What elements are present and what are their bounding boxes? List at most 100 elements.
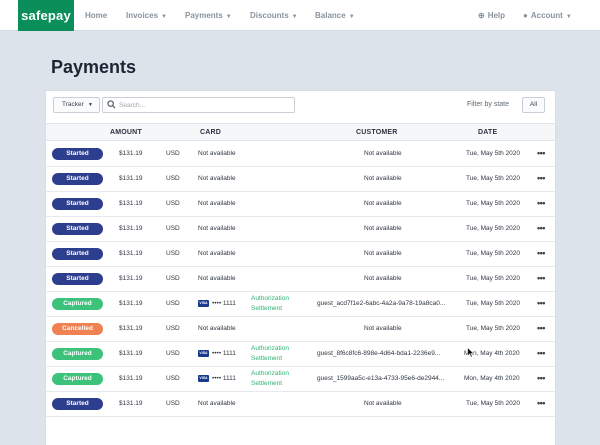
customer-cell: guest_1599aa5c-e13a-4733-95e6-de2944... (317, 375, 445, 382)
row-menu-button[interactable]: ••• (537, 348, 545, 358)
customer-cell: guest_acd7f1e2-6abc-4a2a-9a78-19a8ca0... (317, 300, 446, 307)
nav-help[interactable]: ⊕ Help (478, 0, 505, 31)
nav-discounts[interactable]: Discounts ▼ (250, 0, 298, 31)
date-cell: Tue, May 5th 2020 (466, 150, 520, 157)
column-customer[interactable]: CUSTOMER (356, 129, 398, 136)
column-date[interactable]: DATE (478, 129, 498, 136)
safepay-logo[interactable]: safepay (18, 0, 74, 31)
table-row[interactable]: Started $131.19 USD Not available Not availa… (46, 192, 555, 217)
table-row[interactable]: Captured $131.19 USD VISA •••• 1111 Authoriza… (46, 342, 555, 367)
row-menu-button[interactable]: ••• (537, 298, 545, 308)
column-card[interactable]: CARD (200, 129, 222, 136)
row-menu-button[interactable]: ••• (537, 148, 545, 158)
authorization-link[interactable]: Authorization (251, 370, 289, 377)
status-badge: Captured (52, 348, 103, 360)
chevron-down-icon: ▼ (225, 14, 232, 20)
help-icon: ⊕ (478, 11, 485, 20)
amount-cell: $131.19 (119, 400, 143, 407)
nav-balance[interactable]: Balance ▼ (315, 0, 355, 31)
amount-cell: $131.19 (119, 150, 143, 157)
customer-cell: Not available (364, 400, 402, 407)
search-box[interactable] (102, 97, 295, 113)
chevron-down-icon: ▼ (88, 102, 93, 108)
status-badge: Started (52, 273, 103, 285)
payments-table-body: Started $131.19 USD Not available Not availa… (46, 142, 555, 417)
currency-cell: USD (166, 350, 180, 357)
date-cell: Tue, May 5th 2020 (466, 175, 520, 182)
nav-home[interactable]: Home (85, 0, 107, 31)
settlement-link[interactable]: Settlement (251, 355, 283, 362)
currency-cell: USD (166, 300, 180, 307)
currency-cell: USD (166, 325, 180, 332)
currency-cell: USD (166, 175, 180, 182)
customer-cell: guest_8f6c8fc6-898e-4d64-bda1-2236e9... (317, 350, 441, 357)
card-text: Not available (198, 200, 236, 207)
amount-cell: $131.19 (119, 250, 143, 257)
status-badge: Started (52, 173, 103, 185)
table-row[interactable]: Started $131.19 USD Not available Not availa… (46, 167, 555, 192)
card-text: Not available (198, 250, 236, 257)
date-cell: Mon, May 4th 2020 (464, 375, 520, 382)
currency-cell: USD (166, 250, 180, 257)
amount-cell: $131.19 (119, 200, 143, 207)
table-header: AMOUNT CARD CUSTOMER DATE (46, 123, 555, 141)
filter-all-button[interactable]: All (522, 97, 545, 113)
status-badge: Started (52, 198, 103, 210)
row-menu-button[interactable]: ••• (537, 398, 545, 408)
authorization-link[interactable]: Authorization (251, 345, 289, 352)
customer-cell: Not available (364, 150, 402, 157)
chevron-down-icon: ▼ (291, 14, 298, 20)
visa-card-icon: VISA (198, 349, 209, 357)
card-cell: Not available (198, 142, 236, 166)
settlement-link[interactable]: Settlement (251, 305, 283, 312)
customer-cell: Not available (364, 200, 402, 207)
row-menu-button[interactable]: ••• (537, 323, 545, 333)
row-menu-button[interactable]: ••• (537, 373, 545, 383)
date-cell: Mon, May 4th 2020 (464, 350, 520, 357)
nav-account[interactable]: ● Account ▼ (523, 0, 572, 31)
tracker-label: Tracker (62, 101, 84, 108)
card-text: Not available (198, 175, 236, 182)
tracker-dropdown[interactable]: Tracker ▼ (53, 97, 100, 113)
card-cell: Not available (198, 392, 236, 416)
page-title: Payments (51, 57, 137, 77)
settlement-link[interactable]: Settlement (251, 380, 283, 387)
row-menu-button[interactable]: ••• (537, 173, 545, 183)
transaction-links: Authorization Settlement (251, 369, 289, 389)
date-cell: Tue, May 5th 2020 (466, 200, 520, 207)
visa-card-icon: VISA (198, 374, 209, 382)
row-menu-button[interactable]: ••• (537, 273, 545, 283)
column-amount[interactable]: AMOUNT (110, 129, 142, 136)
row-menu-button[interactable]: ••• (537, 223, 545, 233)
table-row[interactable]: Started $131.19 USD Not available Not availa… (46, 142, 555, 167)
authorization-link[interactable]: Authorization (251, 295, 289, 302)
table-row[interactable]: Captured $131.19 USD VISA •••• 1111 Authoriza… (46, 292, 555, 317)
amount-cell: $131.19 (119, 325, 143, 332)
table-row[interactable]: Started $131.19 USD Not available Not availa… (46, 217, 555, 242)
table-row[interactable]: Captured $131.19 USD VISA •••• 1111 Authoriza… (46, 367, 555, 392)
table-row[interactable]: Started $131.19 USD Not available Not availa… (46, 392, 555, 417)
nav-balance-label: Balance (315, 11, 346, 20)
status-badge: Started (52, 148, 103, 160)
card-cell: Not available (198, 192, 236, 216)
date-cell: Tue, May 5th 2020 (466, 225, 520, 232)
table-row[interactable]: Cancelled $131.19 USD Not available Not avai… (46, 317, 555, 342)
table-row[interactable]: Started $131.19 USD Not available Not availa… (46, 267, 555, 292)
toolbar: Tracker ▼ Filter by state All (46, 91, 555, 122)
nav-payments-label: Payments (185, 11, 223, 20)
user-icon: ● (523, 11, 528, 20)
chevron-down-icon: ▼ (161, 14, 167, 20)
table-row[interactable]: Started $131.19 USD Not available Not availa… (46, 242, 555, 267)
currency-cell: USD (166, 375, 180, 382)
visa-card-icon: VISA (198, 299, 209, 307)
row-menu-button[interactable]: ••• (537, 248, 545, 258)
amount-cell: $131.19 (119, 300, 143, 307)
row-menu-button[interactable]: ••• (537, 198, 545, 208)
card-cell: VISA •••• 1111 (198, 342, 236, 366)
card-cell: Not available (198, 242, 236, 266)
search-input[interactable] (119, 99, 289, 111)
amount-cell: $131.19 (119, 375, 143, 382)
nav-invoices[interactable]: Invoices ▼ (126, 0, 167, 31)
nav-payments[interactable]: Payments ▼ (185, 0, 232, 31)
customer-cell: Not available (364, 325, 402, 332)
